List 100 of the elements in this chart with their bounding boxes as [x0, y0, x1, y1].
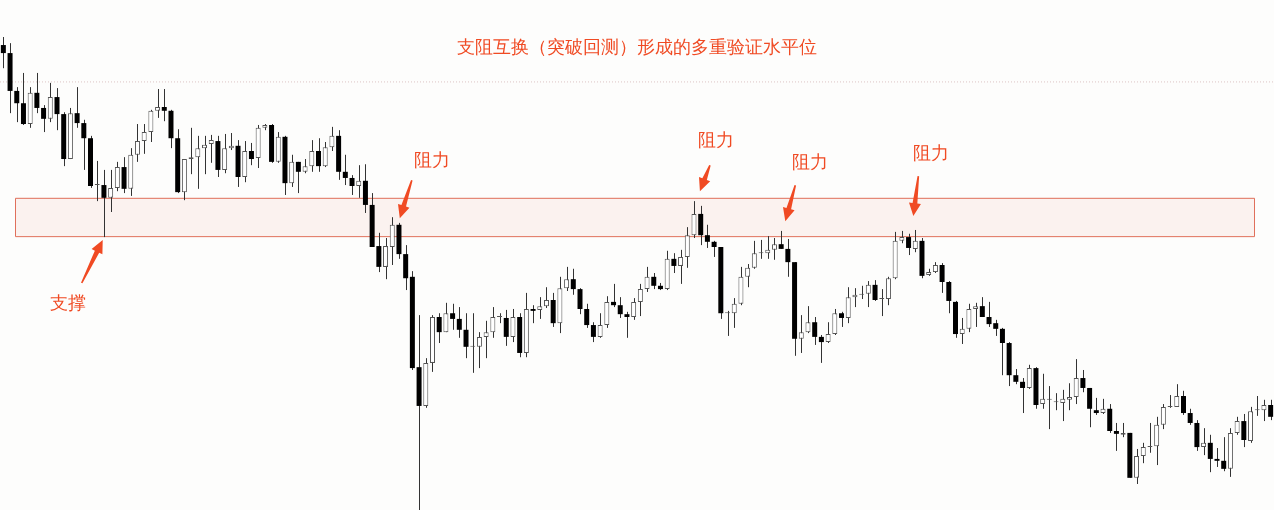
candlestick: [704, 224, 710, 249]
candlestick: [141, 123, 147, 155]
candlestick: [584, 303, 590, 329]
candlestick: [490, 306, 496, 339]
candlestick: [684, 226, 690, 269]
candlestick: [631, 297, 637, 321]
candlestick: [275, 131, 281, 164]
candlestick: [1073, 358, 1079, 405]
candlestick: [624, 311, 630, 339]
candlestick: [54, 87, 60, 131]
candlestick: [463, 312, 469, 359]
candlestick: [698, 205, 704, 246]
candlestick: [74, 86, 80, 129]
candlestick: [289, 154, 295, 188]
candlestick: [999, 327, 1005, 376]
candlestick: [1040, 373, 1046, 410]
candlestick: [1261, 399, 1267, 422]
candlestick: [148, 109, 154, 143]
candlestick: [577, 287, 583, 315]
candlestick: [389, 216, 395, 266]
candlestick: [1180, 390, 1186, 416]
candlestick: [637, 283, 643, 317]
candlestick: [550, 292, 556, 328]
candlestick: [1241, 413, 1247, 448]
candlestick: [959, 317, 965, 345]
candlestick: [771, 237, 777, 261]
candlestick: [1026, 364, 1032, 390]
candlestick: [34, 72, 40, 114]
candlestick: [81, 119, 87, 171]
candlestick: [155, 88, 161, 119]
candlestick: [195, 135, 201, 190]
annotation: 支撑: [50, 292, 86, 313]
candlestick: [906, 233, 912, 256]
candlestick: [349, 174, 355, 196]
candlestick: [208, 134, 214, 164]
candlestick: [678, 249, 684, 285]
candlestick: [825, 321, 831, 344]
candlestick: [322, 141, 328, 168]
candlestick: [41, 104, 47, 133]
candlestick: [912, 229, 918, 253]
candlestick: [939, 262, 945, 294]
candlestick: [537, 296, 543, 320]
candlestick: [570, 268, 576, 296]
candlestick: [597, 312, 603, 339]
candlestick: [0, 36, 6, 69]
candlestick: [1174, 383, 1180, 408]
candlestick: [1214, 447, 1220, 468]
candlestick: [383, 237, 389, 280]
candlestick: [590, 321, 596, 343]
candlestick: [604, 295, 610, 329]
candlestick: [966, 303, 972, 333]
candlestick: [436, 312, 442, 344]
candlestick: [885, 276, 891, 306]
candlestick: [14, 86, 20, 123]
candlestick: [342, 154, 348, 186]
candlestick: [483, 320, 489, 359]
candlestick: [845, 286, 851, 324]
candlestick: [798, 314, 804, 354]
annotation: 阻力: [792, 151, 828, 172]
candlestick: [872, 279, 878, 302]
annotation: 阻力: [913, 142, 949, 163]
candlestick: [1268, 399, 1274, 421]
candlestick: [865, 280, 871, 308]
candlestick: [20, 72, 26, 126]
annotation: 阻力: [698, 129, 734, 150]
candlestick: [973, 302, 979, 328]
candlestick: [1087, 387, 1093, 428]
candlestick: [309, 139, 315, 173]
candlestick: [1154, 416, 1160, 466]
candlestick: [510, 308, 516, 343]
candlestick: [644, 266, 650, 293]
candlestick: [564, 266, 570, 292]
candlestick: [121, 156, 127, 194]
candlestick: [134, 123, 140, 163]
candlestick: [47, 82, 53, 123]
candlestick: [503, 309, 509, 347]
candlestick: [812, 316, 818, 346]
candlestick: [731, 297, 737, 329]
candlestick: [818, 334, 824, 364]
candlestick: [745, 263, 751, 288]
candlestick: [114, 161, 120, 192]
candlestick: [443, 302, 449, 333]
candlestick: [1020, 377, 1026, 414]
candlestick: [316, 137, 321, 173]
candlestick: [248, 142, 254, 166]
candlestick: [1080, 369, 1086, 393]
annotation: 阻力: [414, 149, 450, 170]
candlestick: [1221, 436, 1227, 472]
candlestick: [1207, 434, 1213, 473]
candlestick: [1140, 442, 1146, 464]
candlestick: [805, 305, 811, 334]
candlestick: [108, 169, 114, 213]
candlestick: [456, 306, 462, 339]
candlestick: [356, 164, 362, 199]
candlestick: [295, 161, 301, 194]
candlestick: [1134, 448, 1140, 485]
candlestick: [222, 133, 228, 174]
candlestick: [1160, 403, 1166, 430]
candlestick: [1066, 382, 1072, 411]
candlestick: [785, 238, 791, 278]
